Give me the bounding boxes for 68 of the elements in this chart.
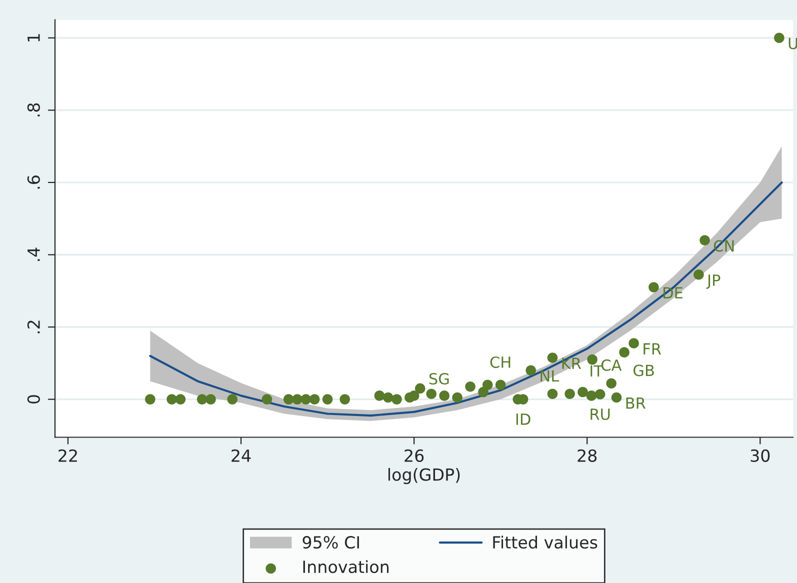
annotation: CH (490, 356, 510, 368)
point (196, 394, 208, 404)
point (606, 378, 616, 389)
point (587, 354, 598, 365)
x-tick-label: 24 (232, 449, 251, 462)
point (694, 269, 704, 280)
point (439, 390, 450, 401)
point (452, 392, 462, 403)
point (495, 380, 506, 390)
point (175, 394, 186, 404)
x-tick-label: 30 (750, 449, 770, 462)
point (628, 338, 639, 348)
point (382, 392, 394, 403)
point (426, 388, 437, 400)
point (465, 382, 476, 392)
point (774, 32, 784, 44)
point (309, 394, 320, 404)
point (404, 392, 415, 403)
annotation: JP (706, 274, 720, 289)
x-tick-label: 22 (58, 449, 77, 462)
legend-label: Fitted values (493, 536, 598, 549)
annotation: FR (644, 343, 662, 354)
point (478, 386, 488, 398)
point (322, 394, 333, 404)
point (292, 394, 302, 404)
y-tick-label: 1 (28, 34, 40, 42)
point (700, 235, 710, 246)
point (206, 394, 216, 404)
annotation: BR (626, 398, 646, 409)
point (145, 394, 156, 404)
point (414, 383, 426, 394)
point (340, 394, 350, 404)
x-axis-title: log(GDP) (388, 468, 460, 484)
y-tick-label: 0 (27, 395, 40, 404)
legend-label: Innovation (303, 560, 388, 574)
point (586, 390, 597, 401)
y-tick-label: .2 (27, 320, 40, 334)
annotation: ID (516, 414, 530, 425)
annotation: NL (540, 370, 560, 382)
annotation: SG (429, 373, 449, 385)
point (619, 347, 630, 358)
x-tick-label: 28 (578, 449, 597, 462)
annotation: IT (590, 365, 604, 377)
point (526, 365, 536, 376)
point (392, 394, 402, 404)
point (374, 390, 385, 401)
y-tick-label: .6 (27, 176, 40, 189)
x-tick-label: 26 (404, 449, 424, 462)
y-tick-label: .8 (27, 103, 40, 116)
point (227, 394, 238, 404)
point (648, 282, 659, 292)
point (594, 389, 606, 400)
point (283, 394, 294, 404)
annotation: KR (562, 358, 582, 369)
point (262, 394, 272, 404)
point (547, 352, 558, 363)
point (300, 394, 312, 404)
point (611, 392, 622, 403)
annotation: CA (601, 359, 622, 371)
annotation: U (788, 38, 797, 50)
point (564, 388, 575, 400)
point (166, 394, 177, 404)
text: 95% CI (302, 536, 359, 549)
point (578, 386, 588, 398)
annotation: RU (590, 408, 610, 420)
point (547, 388, 558, 400)
y-tick-label: .4 (28, 248, 40, 261)
annotation: GB (633, 364, 654, 376)
